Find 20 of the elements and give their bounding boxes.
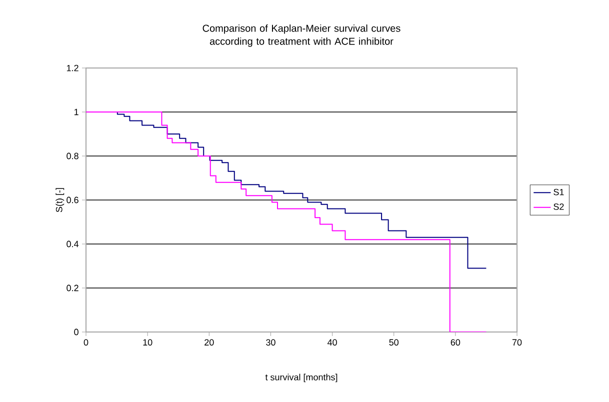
x-tick-label: 0 (84, 339, 88, 346)
y-tick-label: 0.4 (66, 240, 79, 248)
x-tick-label: 50 (389, 339, 399, 346)
y-tick-label: 1.2 (66, 64, 78, 72)
y-tick-label: 0 (74, 328, 78, 336)
y-tick-label: 0.6 (66, 196, 78, 204)
y-tick-label: 1 (74, 108, 78, 116)
chart-title: Comparison of Kaplan-Meier survival curves according to treatment with ACE inhibitor (202, 24, 400, 47)
legend-label: S2 (554, 203, 564, 210)
x-tick-label: 70 (512, 339, 522, 346)
y-axis-title: S(t) [-] (56, 188, 64, 212)
x-tick-label: 60 (450, 339, 460, 346)
x-tick-label: 40 (327, 339, 337, 346)
x-tick-label: 30 (266, 339, 276, 346)
y-tick-label: 0.8 (66, 152, 78, 160)
y-tick-label: 0.2 (66, 284, 78, 292)
legend-label: S1 (554, 188, 564, 196)
x-tick-label: 20 (204, 339, 214, 346)
x-axis-title: t survival [months] (265, 374, 338, 382)
x-tick-label: 10 (143, 339, 152, 346)
